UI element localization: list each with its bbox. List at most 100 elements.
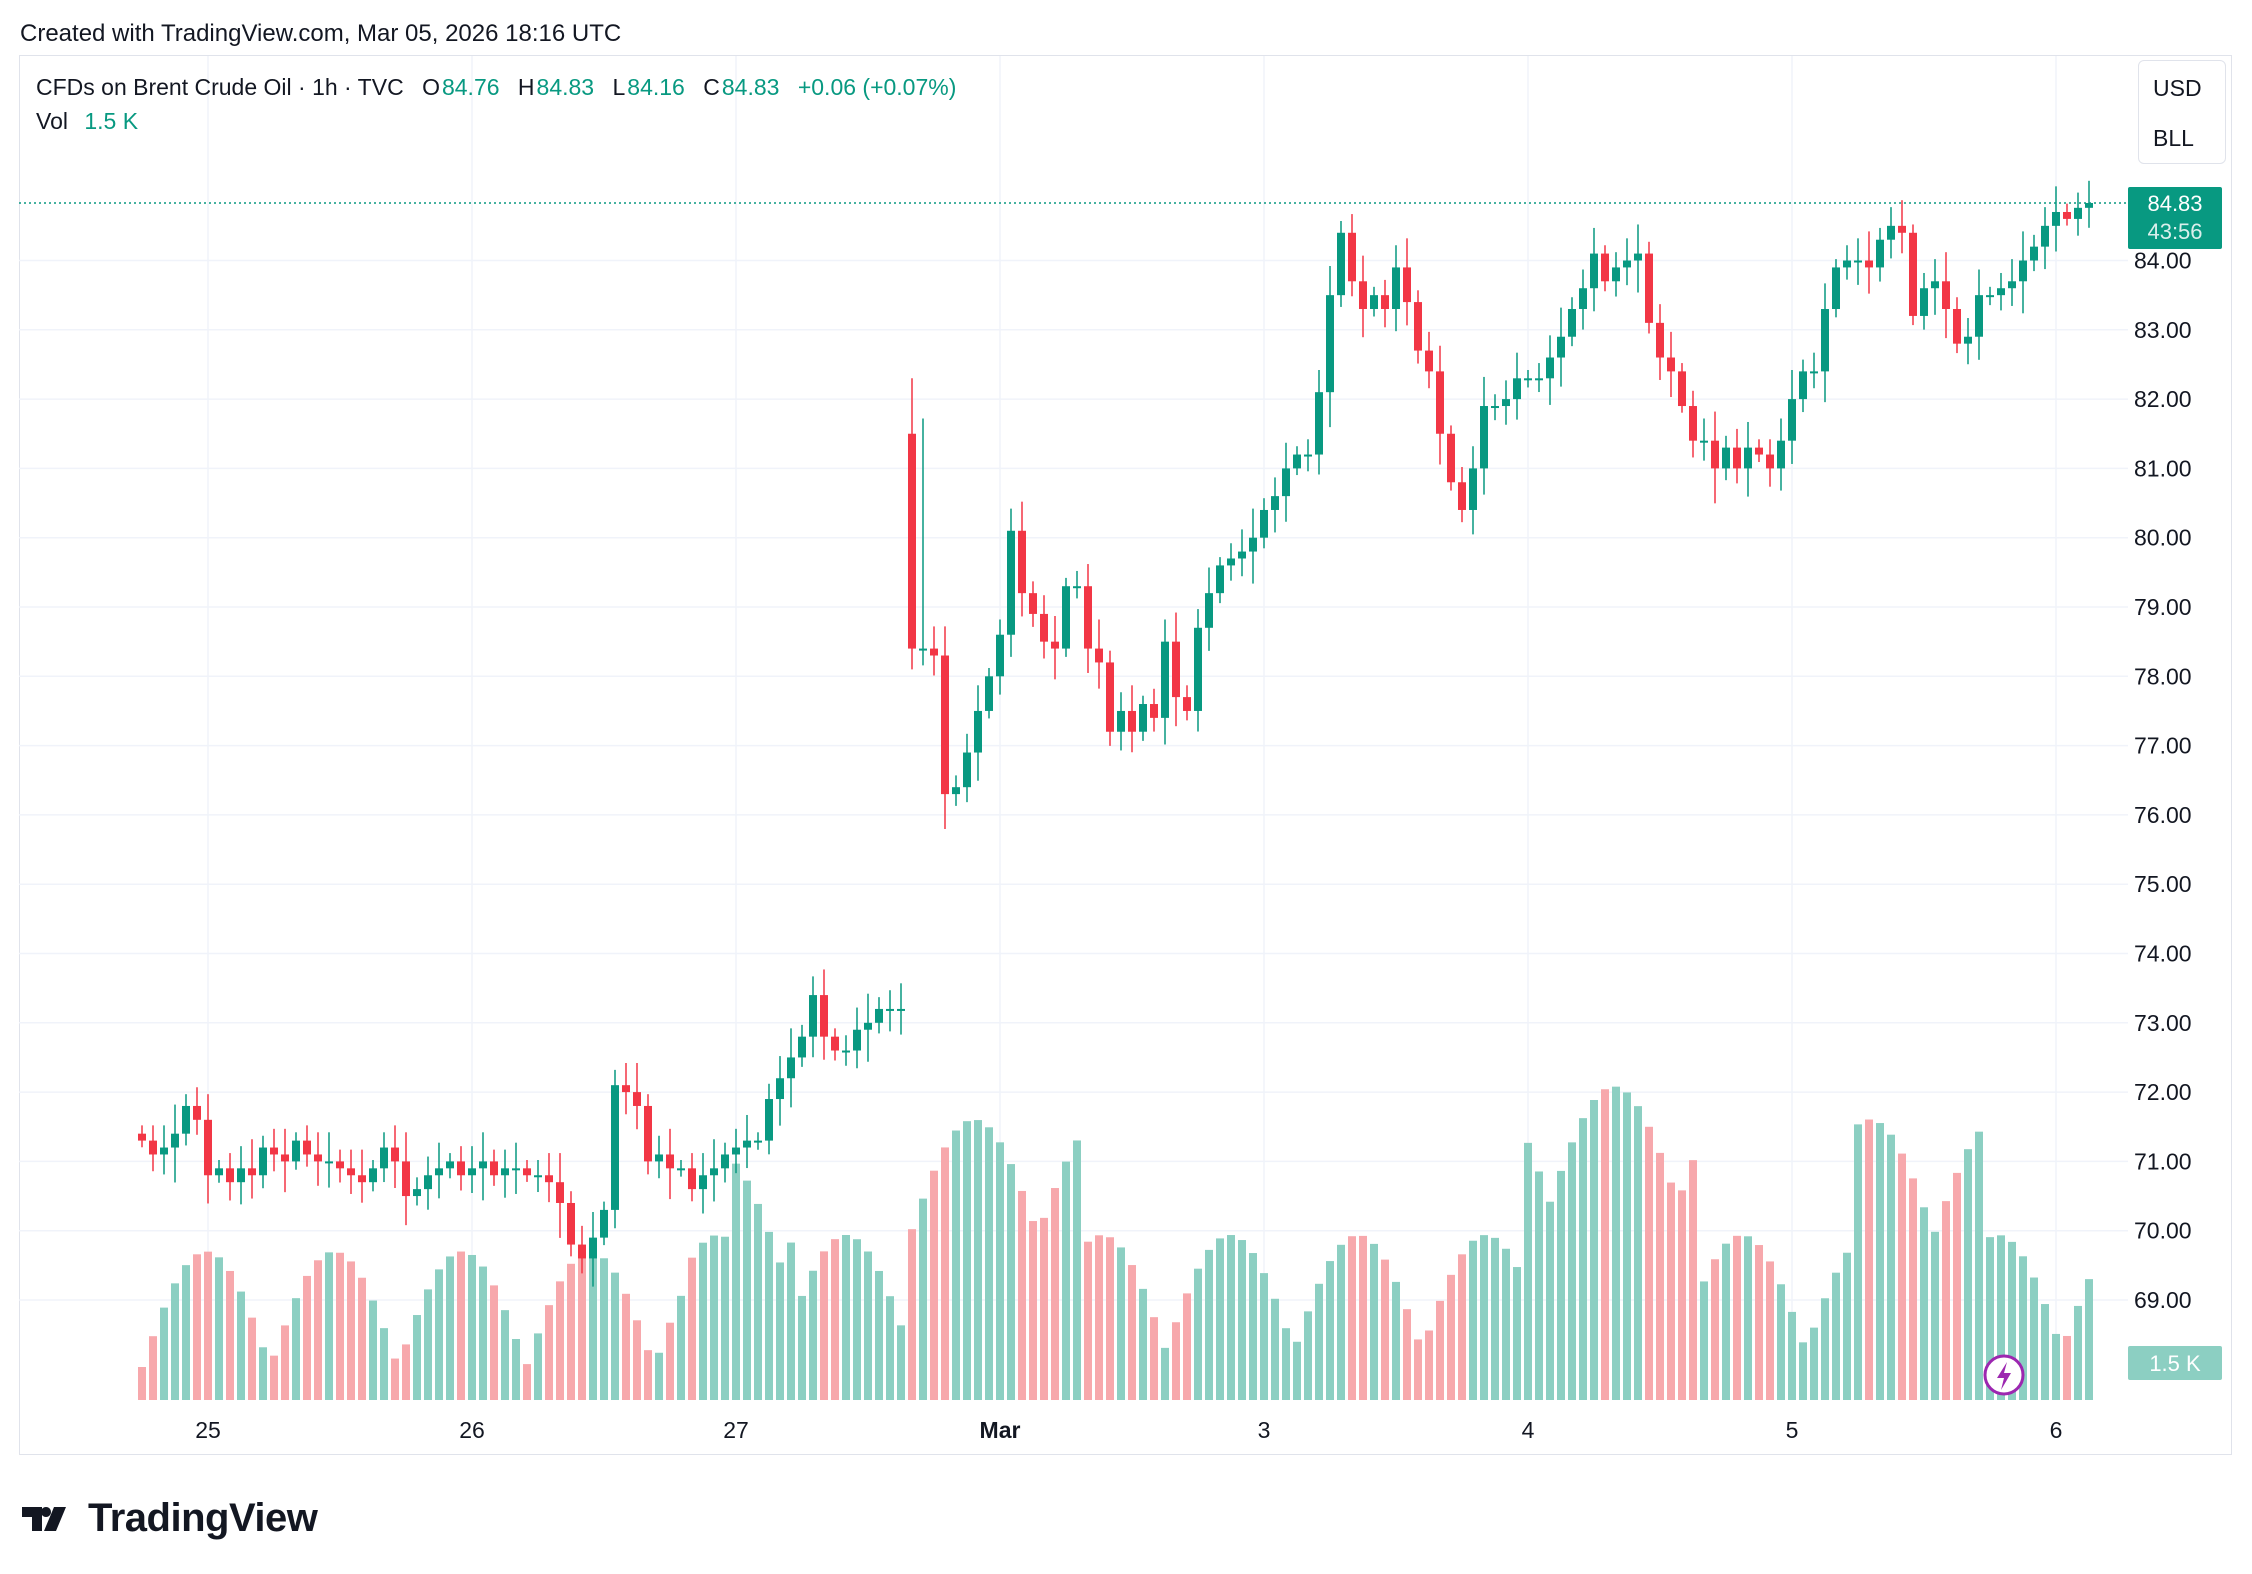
candle-body (380, 1147, 388, 1169)
candle-body (1689, 406, 1697, 441)
volume-bar (193, 1254, 201, 1400)
volume-bar (941, 1147, 949, 1400)
candle-body (908, 433, 916, 649)
candle-body (1832, 267, 1840, 310)
volume-bar (787, 1242, 795, 1400)
candle-body (809, 995, 817, 1037)
candle-body (743, 1140, 751, 1148)
candle-body (1040, 613, 1048, 642)
candle-body (1139, 704, 1147, 732)
volume-bar (314, 1260, 322, 1400)
candle-body (2074, 207, 2082, 219)
candle-body (303, 1140, 311, 1155)
candle-body (1733, 447, 1741, 469)
change-value: +0.06 (+0.07%) (797, 74, 957, 100)
volume-bar (1678, 1190, 1686, 1400)
volume-bar (611, 1272, 619, 1400)
volume-bar (1260, 1273, 1268, 1400)
last-price-tag (2128, 186, 2222, 249)
candle-body (1909, 232, 1917, 316)
volume-bar (248, 1317, 256, 1400)
unit-label[interactable]: BLL (2153, 125, 2194, 151)
candle-body (1513, 378, 1521, 400)
volume-bar (1139, 1288, 1147, 1400)
candle-body (1920, 288, 1928, 316)
symbol-label[interactable]: CFDs on Brent Crude Oil · 1h · TVC (36, 74, 404, 100)
volume-bar (1150, 1317, 1158, 1400)
candle-body (1898, 225, 1906, 233)
candle-body (1788, 399, 1796, 441)
x-tick-label: 3 (1258, 1417, 1271, 1443)
volume-bar (622, 1293, 630, 1400)
candle-body (2008, 281, 2016, 289)
candle-body (138, 1133, 146, 1141)
volume-bar (897, 1325, 905, 1400)
volume-bar (1491, 1237, 1499, 1400)
chart-frame (19, 55, 2232, 1455)
volume-bar (633, 1320, 641, 1400)
volume-bar (985, 1127, 993, 1400)
candle-body (996, 634, 1004, 677)
candle-body (523, 1168, 531, 1176)
volume-bar (908, 1229, 916, 1400)
open-value: 84.76 (441, 74, 500, 100)
volume-bar (1876, 1123, 1884, 1400)
candle-body (1997, 288, 2005, 296)
volume-bar (1656, 1152, 1664, 1400)
volume-bar (743, 1180, 751, 1400)
tradingview-logo: TradingView (22, 1496, 318, 1541)
candle-body (1403, 267, 1411, 303)
candle-body (1194, 627, 1202, 711)
candle-body (512, 1168, 520, 1171)
candle-body (1469, 468, 1477, 510)
volume-tag-value: 1.5 K (2149, 1351, 2201, 1376)
volume-bar (534, 1333, 542, 1400)
volume-bar (930, 1170, 938, 1400)
volume-bar (1084, 1241, 1092, 1400)
candle-body (1480, 406, 1488, 469)
volume-bar (1645, 1126, 1653, 1400)
volume-bar (666, 1322, 674, 1400)
volume-bar (204, 1251, 212, 1400)
candle-body (589, 1237, 597, 1259)
candle-body (853, 1029, 861, 1051)
volume-bar (303, 1275, 311, 1400)
candle-body (1590, 253, 1598, 289)
candle-body (633, 1092, 641, 1106)
volume-bar (1887, 1134, 1895, 1400)
volume-bar (820, 1251, 828, 1400)
volume-bar (754, 1203, 762, 1400)
candle-body (897, 1008, 905, 1011)
lightning-bolt-icon (1997, 1362, 2011, 1390)
candle-body (1172, 641, 1180, 698)
volume-bar (182, 1265, 190, 1400)
candle-body (1810, 371, 1818, 374)
candle-body (1601, 253, 1609, 282)
candle-body (1623, 260, 1631, 268)
volume-bar (1381, 1259, 1389, 1400)
unit-selector[interactable]: USD BLL (2138, 60, 2226, 164)
volume-bar (1612, 1086, 1620, 1400)
volume-bar (1227, 1235, 1235, 1400)
volume-bar (1711, 1259, 1719, 1400)
candle-body (798, 1036, 806, 1058)
candle-body (325, 1161, 333, 1164)
volume-bar (369, 1300, 377, 1400)
candle-body (1337, 232, 1345, 296)
volume-bar (1535, 1171, 1543, 1400)
candle-body (215, 1168, 223, 1176)
volume-bar (468, 1254, 476, 1400)
volume-bar (1546, 1201, 1554, 1400)
candle-body (1084, 586, 1092, 649)
candle-body (1271, 496, 1279, 510)
volume-bar (1337, 1244, 1345, 1400)
volume-bar (1843, 1252, 1851, 1400)
candle-body (1106, 662, 1114, 732)
currency-label[interactable]: USD (2153, 75, 2202, 101)
candle-body (358, 1175, 366, 1183)
candle-body (1678, 371, 1686, 407)
candle-body (281, 1154, 289, 1162)
volume-bar (1524, 1142, 1532, 1400)
volume-bar (919, 1198, 927, 1400)
